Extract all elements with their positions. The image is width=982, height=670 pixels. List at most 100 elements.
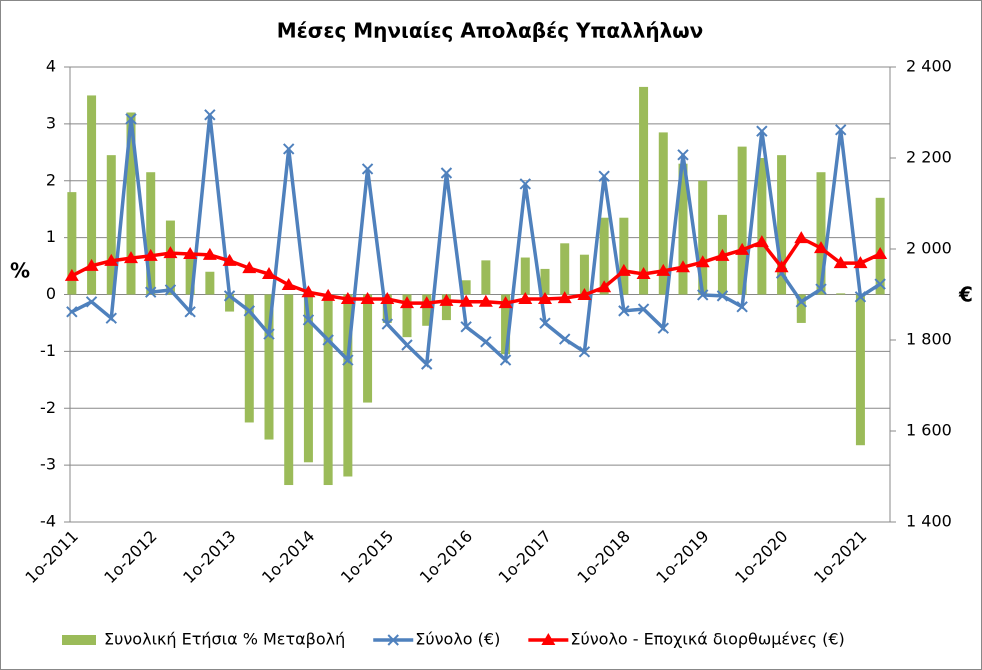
bar [303, 294, 313, 463]
y-tick-label: 4 [46, 57, 56, 76]
bar [777, 155, 787, 295]
marker [125, 113, 137, 125]
marker [518, 292, 533, 305]
marker [795, 296, 807, 308]
marker [360, 292, 375, 305]
marker [321, 288, 336, 301]
bar [639, 86, 649, 295]
marker [538, 292, 552, 305]
bar [796, 294, 806, 323]
y-tick-label: 2 [46, 170, 56, 189]
bar [678, 163, 688, 295]
bar [441, 294, 451, 321]
marker [598, 170, 610, 182]
bar [323, 294, 333, 486]
legend-label: Συνολική Ετήσια % Μεταβολή [104, 630, 345, 649]
marker [835, 124, 847, 136]
bar [481, 260, 491, 295]
line [71, 114, 882, 368]
marker [242, 261, 257, 274]
bar [579, 254, 589, 295]
legend-marker [541, 633, 556, 645]
chart-title: Μέσες Μηνιαίες Απολαβές Υπαλλήλων [277, 19, 704, 43]
legend-swatch [62, 635, 96, 645]
marker [854, 291, 867, 303]
marker [301, 285, 316, 298]
marker [84, 258, 99, 271]
bar [461, 280, 471, 295]
bar [126, 112, 136, 295]
marker [340, 292, 355, 305]
marker [381, 318, 393, 330]
bar [422, 294, 432, 326]
marker [419, 296, 434, 309]
bar [560, 243, 570, 295]
bar [737, 146, 747, 295]
bar [185, 254, 195, 295]
y-tick-label: 1 [46, 227, 56, 246]
marker [223, 290, 236, 302]
marker [283, 143, 295, 155]
y-axis-label: % [10, 259, 30, 283]
marker [281, 277, 296, 290]
marker [400, 296, 414, 309]
y-tick-label: -1 [40, 341, 56, 360]
marker [697, 289, 709, 301]
bar [382, 294, 392, 323]
marker [578, 346, 591, 358]
bar [402, 294, 412, 338]
marker [145, 286, 157, 298]
marker [302, 314, 315, 326]
bar [264, 294, 274, 440]
marker [104, 253, 119, 266]
marker [735, 242, 750, 255]
marker [380, 292, 395, 305]
y2-axis-label: € [958, 283, 973, 307]
marker [519, 178, 531, 190]
marker [833, 256, 848, 269]
marker [715, 248, 730, 261]
legend-label: Σύνολο - Εποχικά διορθωμένες (€) [570, 630, 844, 649]
marker [754, 235, 769, 248]
marker [814, 241, 828, 254]
marker [184, 306, 196, 318]
y2-tick-label: 2 200 [906, 148, 952, 167]
marker [774, 260, 789, 273]
marker [105, 312, 117, 324]
marker [874, 278, 886, 290]
marker [361, 163, 374, 175]
marker [498, 296, 513, 309]
marker [440, 167, 453, 179]
marker [64, 268, 79, 281]
bar [284, 294, 294, 486]
marker [794, 231, 809, 244]
marker [124, 251, 138, 264]
y-tick-label: -3 [40, 455, 56, 474]
marker [143, 248, 158, 261]
y2-tick-label: 1 800 [906, 330, 952, 349]
marker [263, 328, 275, 340]
marker [204, 109, 216, 121]
bar [205, 271, 215, 295]
bar [599, 217, 609, 295]
marker [716, 290, 729, 302]
marker [676, 260, 690, 273]
y2-tick-label: 2 000 [906, 239, 952, 258]
marker [873, 247, 888, 260]
bar [816, 172, 826, 295]
marker [243, 305, 255, 317]
legend-marker [387, 634, 399, 646]
bar [757, 158, 767, 295]
bar [520, 257, 530, 295]
marker [401, 339, 413, 351]
bar [106, 155, 116, 295]
marker [460, 321, 472, 333]
marker [439, 293, 454, 306]
marker [736, 301, 748, 313]
marker [262, 267, 276, 280]
marker [637, 303, 650, 315]
marker [478, 294, 493, 307]
y-tick-label: 0 [46, 284, 56, 303]
